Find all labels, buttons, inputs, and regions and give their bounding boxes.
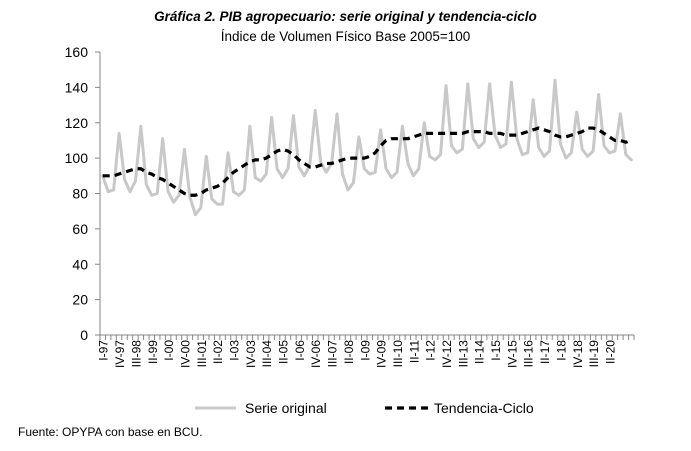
- x-tick-label: II-20: [603, 340, 617, 364]
- x-tick-label: IV-12: [440, 340, 454, 368]
- x-tick-label: IV-09: [375, 340, 389, 368]
- y-tick-label: 100: [65, 150, 89, 166]
- chart-title: Gráfica 2. PIB agropecuario: serie origi…: [154, 9, 537, 24]
- source-note: Fuente: OPYPA con base en BCU.: [18, 425, 203, 439]
- legend-label-serie-original: Serie original: [245, 400, 327, 416]
- x-tick-label: IV-15: [505, 340, 519, 368]
- x-tick-label: I-15: [489, 340, 503, 361]
- x-tick-label: II-99: [146, 340, 160, 364]
- x-tick-label: I-00: [162, 340, 176, 361]
- x-tick-label: I-03: [228, 340, 242, 361]
- chart-subtitle: Índice de Volumen Físico Base 2005=100: [220, 29, 471, 44]
- x-tick-label: IV-00: [178, 340, 192, 368]
- series-line-tendencia-ciclo: [102, 126, 632, 197]
- x-tick-label: III-13: [456, 340, 470, 368]
- x-tick-label: I-18: [554, 340, 568, 361]
- x-tick-label: II-11: [407, 340, 421, 363]
- x-tick-label: IV-97: [113, 340, 127, 368]
- x-tick-label: III-16: [522, 340, 536, 368]
- x-tick-label: II-08: [342, 340, 356, 364]
- x-tick-label: I-06: [293, 340, 307, 361]
- x-tick-label: III-98: [129, 340, 143, 368]
- y-tick-label: 120: [65, 115, 89, 131]
- x-tick-label: II-02: [211, 340, 225, 364]
- x-tick-label: I-09: [358, 340, 372, 361]
- y-tick-label: 80: [72, 186, 88, 202]
- x-tick-label: III-19: [587, 340, 601, 368]
- y-tick-label: 0: [80, 327, 88, 343]
- x-tick-label: III-01: [195, 340, 209, 368]
- y-tick-label: 20: [72, 292, 88, 308]
- x-tick-label: II-17: [538, 340, 552, 364]
- x-tick-label: II-14: [473, 340, 487, 364]
- x-tick-label: III-10: [391, 340, 405, 368]
- y-tick-label: 140: [65, 79, 89, 95]
- series-line-serie-original: [101, 78, 633, 217]
- x-tick-label: III-07: [326, 340, 340, 368]
- x-tick-label: II-05: [277, 340, 291, 364]
- x-tick-label: I-97: [97, 340, 111, 361]
- x-tick-label: III-04: [260, 340, 274, 368]
- x-tick-label: IV-03: [244, 340, 258, 368]
- legend-label-tendencia-ciclo: Tendencia-Ciclo: [434, 400, 534, 416]
- y-tick-label: 40: [72, 256, 88, 272]
- y-tick-label: 60: [72, 221, 88, 237]
- x-tick-label: I-12: [424, 340, 438, 361]
- y-tick-label: 160: [65, 44, 89, 60]
- x-tick-label: IV-18: [571, 340, 585, 368]
- x-tick-label: IV-06: [309, 340, 323, 368]
